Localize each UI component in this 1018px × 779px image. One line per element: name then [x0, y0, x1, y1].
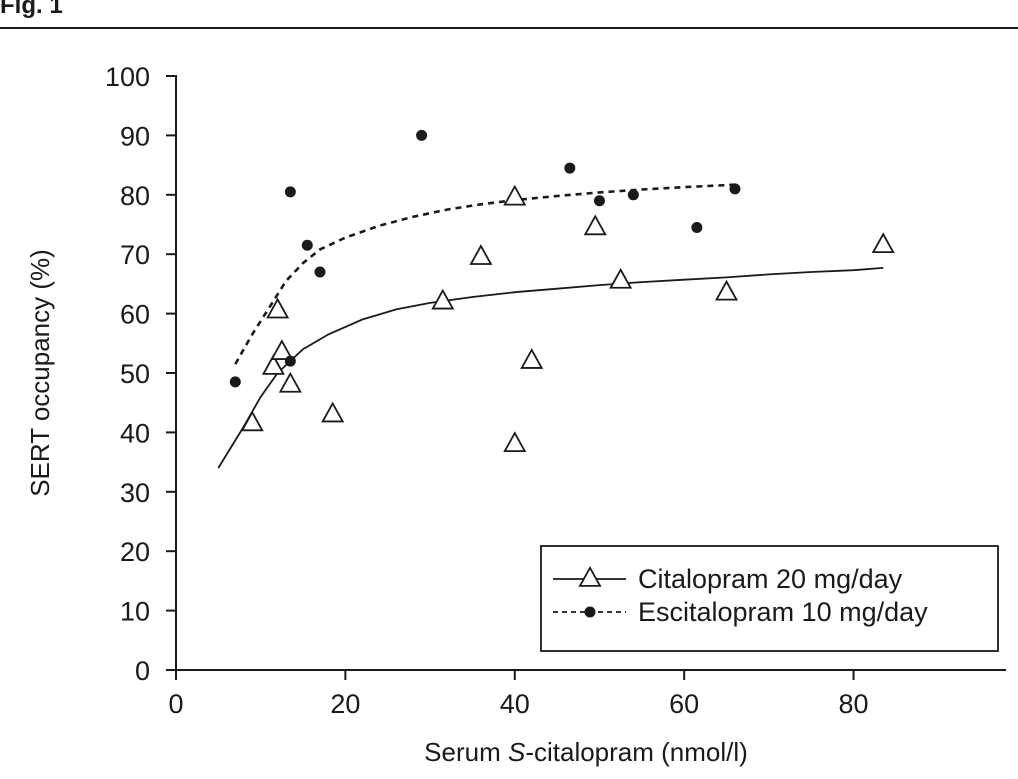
- x-axis-label-italic: S: [508, 737, 526, 767]
- y-tick-label: 50: [120, 359, 150, 389]
- citalopram-point: [278, 371, 302, 393]
- y-tick-label: 80: [120, 181, 150, 211]
- legend-label: Citalopram 20 mg/day: [638, 564, 903, 594]
- citalopram-point: [321, 401, 345, 423]
- citalopram-point: [714, 279, 739, 301]
- x-tick-label: 80: [839, 689, 869, 719]
- y-tick-label: 0: [135, 656, 150, 686]
- top-rule: [0, 27, 1018, 29]
- citalopram-point: [520, 348, 544, 369]
- citalopram-point: [240, 410, 264, 432]
- y-tick-label: 70: [120, 240, 150, 270]
- citalopram-point: [871, 232, 895, 254]
- escitalopram-point: [729, 183, 741, 195]
- x-tick-label: 60: [669, 689, 699, 719]
- fit-curves: [217, 183, 884, 469]
- citalopram-point: [503, 184, 527, 206]
- escitalopram-point: [314, 266, 326, 278]
- y-axis-label: SERT occupancy (%): [25, 249, 55, 497]
- escitalopram-fit-curve: [234, 183, 736, 365]
- y-tick-label: 100: [105, 62, 150, 92]
- x-tick-label: 0: [168, 689, 183, 719]
- y-tick-label: 30: [120, 478, 150, 508]
- escitalopram-point: [691, 221, 703, 233]
- y-tick-label: 90: [120, 121, 150, 151]
- escitalopram-point: [627, 189, 639, 201]
- escitalopram-point: [229, 376, 241, 388]
- escitalopram-point: [564, 162, 576, 174]
- citalopram-point: [583, 214, 607, 236]
- escitalopram-point: [416, 129, 428, 141]
- citalopram-point: [266, 297, 290, 319]
- escitalopram-point: [284, 186, 296, 198]
- citalopram-point: [270, 339, 294, 360]
- x-axis-label-prefix: Serum: [424, 737, 508, 767]
- y-tick-label: 40: [120, 418, 150, 448]
- y-tick-label: 10: [120, 597, 150, 627]
- legend-circle-icon: [584, 606, 596, 618]
- citalopram-point: [431, 288, 455, 310]
- citalopram-point: [261, 354, 285, 375]
- data-points: [229, 129, 895, 453]
- x-tick-label: 40: [500, 689, 530, 719]
- x-axis-label: Serum S-citalopram (nmol/l): [424, 737, 748, 767]
- escitalopram-point: [284, 355, 296, 367]
- y-tick-label: 20: [120, 537, 150, 567]
- citalopram-point: [469, 244, 493, 265]
- escitalopram-point: [301, 239, 313, 251]
- x-tick-label: 20: [330, 689, 360, 719]
- legend-triangle-icon: [578, 565, 602, 587]
- axes: 0 10 20 30 40 50 60 70 80 90 100 0 20 40 60 80: [105, 62, 1006, 719]
- legend-box: [540, 545, 999, 652]
- escitalopram-point: [593, 195, 605, 207]
- citalopram-fit-curve: [217, 267, 884, 469]
- citalopram-point: [609, 267, 633, 289]
- figure-label: Fig. 1: [0, 0, 63, 19]
- citalopram-point: [503, 431, 527, 453]
- legend-label: Escitalopram 10 mg/day: [638, 597, 928, 627]
- x-axis-label-suffix: -citalopram (nmol/l): [525, 737, 748, 767]
- y-tick-label: 60: [120, 300, 150, 330]
